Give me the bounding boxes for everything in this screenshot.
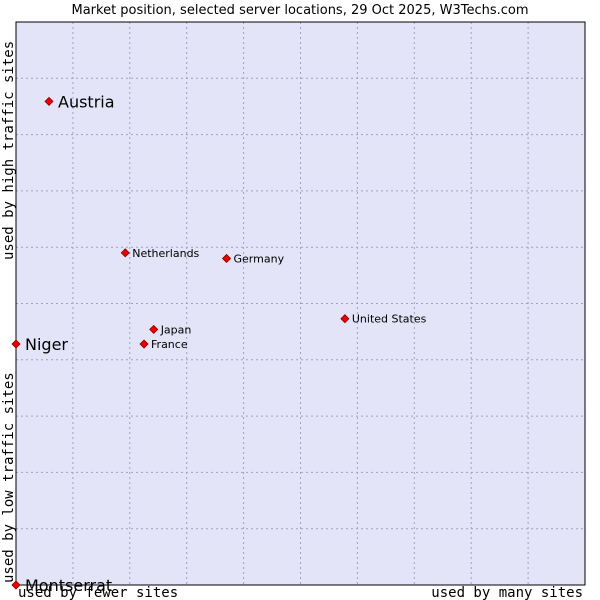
y-axis-label-bottom: used by low traffic sites (1, 372, 17, 583)
point-marker-japan (149, 324, 159, 334)
chart-title: Market position, selected server locatio… (71, 3, 528, 18)
point-marker-austria (44, 96, 54, 106)
point-japan: Japan (149, 323, 192, 336)
point-montserrat: Montserrat (11, 576, 112, 595)
point-austria: Austria (44, 92, 115, 111)
point-label-austria: Austria (58, 92, 115, 111)
point-marker-netherlands (120, 248, 130, 258)
point-germany: Germany (221, 252, 285, 265)
point-marker-germany (221, 253, 232, 264)
point-netherlands: Netherlands (120, 247, 200, 260)
point-france: France (139, 338, 188, 351)
point-label-united-states: United States (352, 313, 427, 326)
point-label-france: France (151, 338, 188, 351)
x-axis-label-left: used by fewer sites (18, 585, 178, 600)
point-label-japan: Japan (160, 323, 192, 336)
point-marker-montserrat (11, 580, 21, 590)
point-niger: Niger (11, 335, 68, 354)
grid-lines (16, 22, 585, 585)
point-label-germany: Germany (234, 252, 285, 265)
point-label-montserrat: Montserrat (25, 576, 112, 595)
point-marker-united-states (340, 314, 350, 324)
x-axis-label-right: used by many sites (431, 585, 583, 600)
point-label-niger: Niger (25, 335, 68, 354)
point-label-netherlands: Netherlands (132, 247, 199, 260)
point-marker-france (139, 339, 149, 349)
plot-frame (15, 21, 586, 586)
point-united-states: United States (340, 313, 427, 326)
y-axis-label-top: used by high traffic sites (1, 41, 17, 260)
data-points: Austria Netherlands Germany United States Ja… (11, 92, 427, 595)
point-marker-niger (11, 339, 21, 349)
